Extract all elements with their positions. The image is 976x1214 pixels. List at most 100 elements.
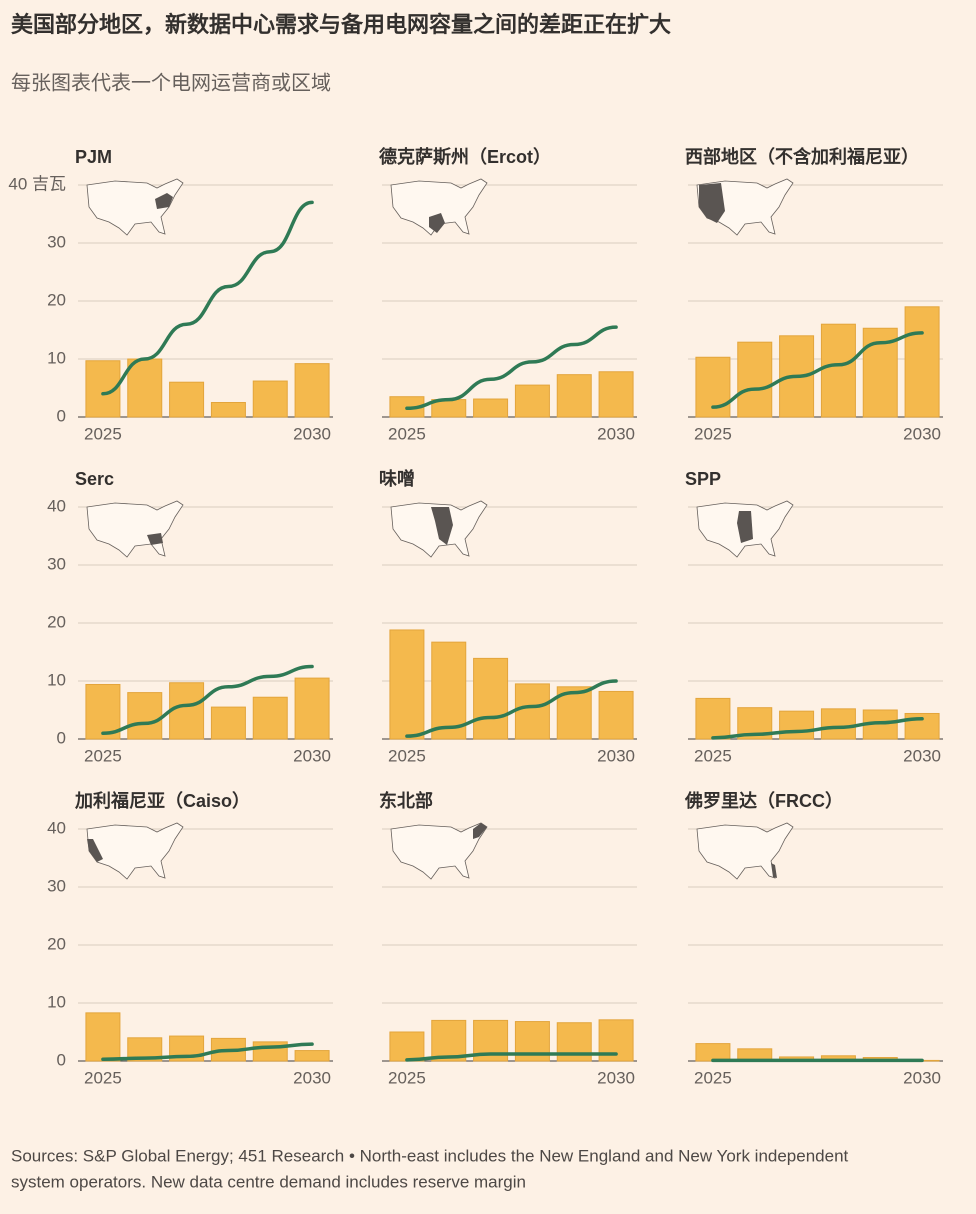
bar xyxy=(169,682,205,740)
map-outline xyxy=(390,822,488,880)
x-tick-label: 2025 xyxy=(694,1068,732,1087)
line xyxy=(405,325,618,411)
bar xyxy=(598,371,634,418)
y-tick-label: 40 xyxy=(47,496,66,515)
y-tick-label: 20 xyxy=(47,934,66,953)
map-region xyxy=(473,823,487,839)
small-chart: SPP 2025 2030 xyxy=(685,469,943,765)
line xyxy=(101,664,314,735)
map xyxy=(696,178,794,236)
map xyxy=(86,500,184,558)
y-tick-label: 20 xyxy=(47,290,66,309)
y-tick-label: 0 xyxy=(57,1050,66,1069)
line xyxy=(101,200,314,396)
bar xyxy=(598,690,634,740)
bar xyxy=(820,708,856,740)
bar xyxy=(820,323,856,418)
x-tick-label: 2030 xyxy=(597,746,635,765)
chart-title: 加利福尼亚（Caiso） xyxy=(74,790,250,811)
chart-title: 德克萨斯州（Ercot） xyxy=(379,146,551,167)
chart-title: 西部地区（不含加利福尼亚） xyxy=(685,146,919,167)
map xyxy=(390,822,488,880)
x-tick-label: 2025 xyxy=(84,424,122,443)
map-region xyxy=(431,507,453,545)
small-chart: 西部地区（不含加利福尼亚） 2025 2030 xyxy=(685,146,943,443)
bar xyxy=(514,384,550,418)
map-outline xyxy=(86,822,184,880)
line xyxy=(711,331,924,409)
line xyxy=(101,1042,314,1062)
map xyxy=(696,500,794,558)
bar xyxy=(252,1041,288,1062)
source: system operators. New data centre demand… xyxy=(11,1172,526,1191)
x-tick-label: 2030 xyxy=(293,746,331,765)
line xyxy=(405,679,618,738)
x-tick-label: 2030 xyxy=(903,746,941,765)
bar xyxy=(473,657,509,740)
bar xyxy=(514,683,550,740)
map-region xyxy=(155,193,173,209)
x-tick-label: 2025 xyxy=(694,746,732,765)
x-tick-label: 2030 xyxy=(597,1068,635,1087)
map xyxy=(390,500,488,558)
chart-title: 东北部 xyxy=(379,790,433,811)
chart-title: 佛罗里达（FRCC） xyxy=(684,790,843,811)
bar xyxy=(779,710,815,740)
y-tick-label: 40 xyxy=(47,818,66,837)
bar xyxy=(169,381,205,418)
bar xyxy=(737,341,773,418)
map xyxy=(390,178,488,236)
bar xyxy=(294,1050,330,1062)
map-region xyxy=(87,839,103,862)
bar xyxy=(904,306,940,418)
small-chart: 味噌 2025 2030 xyxy=(379,468,637,765)
bar xyxy=(389,1031,425,1062)
map xyxy=(86,822,184,880)
bar xyxy=(252,380,288,418)
chart-title: 味噌 xyxy=(379,468,415,489)
bar xyxy=(127,358,163,418)
small-chart: 德克萨斯州（Ercot） 2025 2030 xyxy=(379,146,637,443)
x-tick-label: 2025 xyxy=(84,746,122,765)
line xyxy=(711,716,924,740)
small-chart: 佛罗里达（FRCC） 2025 2030 xyxy=(684,790,943,1087)
map xyxy=(86,178,184,236)
bar xyxy=(127,1037,163,1062)
y-tick-label: 10 xyxy=(47,670,66,689)
y-tick-label: 40 吉瓦 xyxy=(8,174,66,193)
bar xyxy=(210,706,246,740)
bar xyxy=(252,696,288,740)
y-tick-label: 0 xyxy=(57,728,66,747)
chart-title: PJM xyxy=(75,147,112,167)
bar xyxy=(389,629,425,740)
x-tick-label: 2025 xyxy=(388,1068,426,1087)
x-tick-label: 2030 xyxy=(293,424,331,443)
bar xyxy=(473,398,509,418)
bar xyxy=(85,1012,121,1062)
line xyxy=(405,1052,618,1062)
x-tick-label: 2030 xyxy=(903,1068,941,1087)
bar xyxy=(695,1043,731,1062)
map-region xyxy=(737,511,753,543)
bar xyxy=(127,692,163,740)
chart-title: SPP xyxy=(685,469,721,489)
map-region xyxy=(429,213,445,233)
x-tick-label: 2025 xyxy=(694,424,732,443)
map-region xyxy=(699,183,725,223)
y-tick-label: 30 xyxy=(47,554,66,573)
x-tick-label: 2025 xyxy=(84,1068,122,1087)
map xyxy=(696,822,794,880)
page-title: 美国部分地区，新数据中心需求与备用电网容量之间的差距正在扩大 xyxy=(11,12,671,37)
small-chart: 东北部 2025 2030 xyxy=(379,790,637,1087)
map-region xyxy=(147,533,163,545)
x-tick-label: 2025 xyxy=(388,424,426,443)
bar xyxy=(556,374,592,418)
x-tick-label: 2030 xyxy=(597,424,635,443)
bar xyxy=(431,641,467,740)
x-tick-label: 2025 xyxy=(388,746,426,765)
y-tick-label: 0 xyxy=(57,406,66,425)
